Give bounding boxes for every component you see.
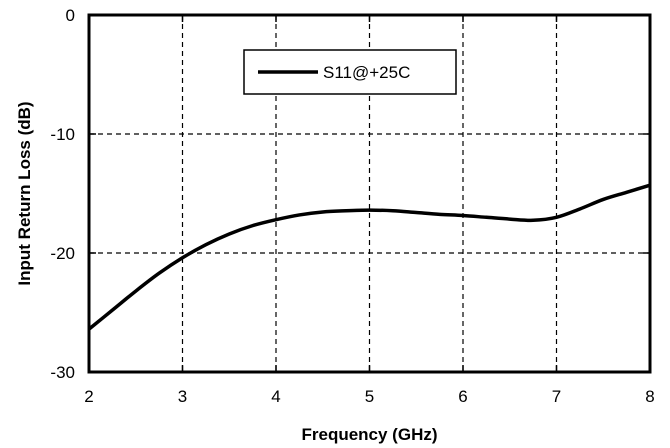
x-tick-label: 2 [84, 387, 93, 406]
x-tick-label: 4 [271, 387, 280, 406]
legend-label: S11@+25C [323, 63, 410, 82]
y-tick-label: -10 [50, 125, 75, 144]
series-layer [87, 183, 651, 331]
plot-frame [87, 13, 652, 374]
x-tick-label: 6 [458, 387, 467, 406]
y-tick-label: 0 [66, 6, 75, 25]
y-tick-label: -30 [50, 363, 75, 382]
x-tick-label: 3 [178, 387, 187, 406]
y-axis-title: Input Return Loss (dB) [15, 101, 34, 285]
grid [89, 15, 650, 372]
x-tick-label: 5 [365, 387, 374, 406]
series-line-s11 [87, 183, 651, 331]
x-axis-title: Frequency (GHz) [301, 425, 437, 444]
x-tick-label: 8 [645, 387, 654, 406]
tick-labels: 2 3 4 5 6 7 8 0 -10 -20 -30 [50, 6, 654, 406]
x-tick-label: 7 [552, 387, 561, 406]
legend: S11@+25C [243, 49, 457, 95]
y-tick-label: -20 [50, 244, 75, 263]
